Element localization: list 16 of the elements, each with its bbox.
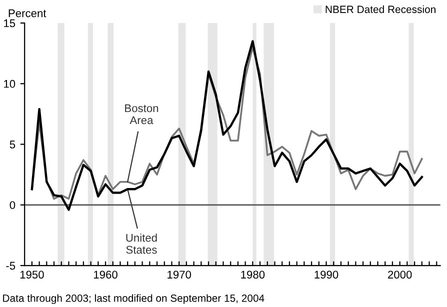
y-tick-label: 0 bbox=[10, 201, 16, 210]
y-tick-label: -5 bbox=[6, 262, 16, 270]
x-tick-label: 1980 bbox=[241, 270, 265, 279]
legend-label: NBER Dated Recession bbox=[326, 5, 436, 14]
y-tick-label: 15 bbox=[4, 19, 16, 28]
x-tick-label: 2000 bbox=[388, 270, 412, 279]
y-tick-label: 5 bbox=[10, 140, 16, 148]
y-axis-title: Percent bbox=[8, 9, 46, 18]
y-tick-label: 10 bbox=[4, 80, 16, 88]
annotation: United States bbox=[126, 234, 157, 254]
x-tick-label: 1950 bbox=[20, 270, 44, 279]
x-tick-label: 1960 bbox=[94, 270, 118, 279]
x-tick-label: 1970 bbox=[168, 270, 192, 279]
text: Data through 2003; last modified on September 15, 2004 bbox=[3, 294, 264, 304]
annotation: Boston Area bbox=[125, 104, 158, 124]
x-tick-label: 1990 bbox=[314, 270, 338, 279]
